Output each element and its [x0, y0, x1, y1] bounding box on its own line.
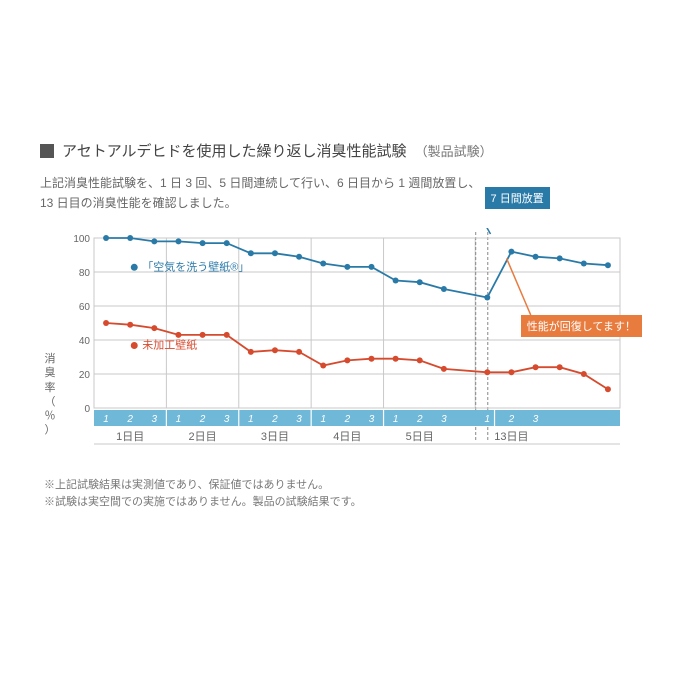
svg-text:1: 1	[176, 414, 182, 425]
svg-text:60: 60	[79, 302, 91, 313]
svg-text:3: 3	[533, 414, 539, 425]
svg-text:1: 1	[393, 414, 399, 425]
svg-text:5日目: 5日目	[406, 431, 434, 443]
svg-text:2: 2	[416, 414, 423, 425]
svg-text:1: 1	[485, 414, 491, 425]
svg-text:2: 2	[508, 414, 515, 425]
title-square-icon	[40, 144, 54, 158]
svg-text:1日目: 1日目	[116, 431, 144, 443]
svg-text:3: 3	[369, 414, 375, 425]
svg-text:80: 80	[79, 268, 91, 279]
svg-text:2: 2	[344, 414, 351, 425]
svg-text:3: 3	[441, 414, 447, 425]
svg-text:1: 1	[103, 414, 109, 425]
title-row: アセトアルデヒドを使用した繰り返し消臭性能試験 （製品試験）	[40, 140, 660, 161]
svg-text:「空気を洗う壁紙®」: 「空気を洗う壁紙®」	[142, 259, 249, 273]
svg-text:未加工壁紙: 未加工壁紙	[142, 337, 197, 351]
svg-text:100: 100	[73, 234, 90, 245]
footnotes: ※上記試験結果は実測値であり、保証値ではありません。※試験は実空間での実施ではあ…	[44, 477, 660, 512]
callout-right: 性能が回復してます！	[521, 315, 642, 337]
svg-text:1: 1	[320, 414, 326, 425]
callout-top: 7 日間放置	[485, 187, 550, 209]
svg-text:4日目: 4日目	[333, 431, 361, 443]
title-sub: （製品試験）	[415, 141, 493, 160]
svg-text:1: 1	[248, 414, 254, 425]
svg-text:2: 2	[271, 414, 278, 425]
svg-text:2日目: 2日目	[189, 431, 217, 443]
svg-text:20: 20	[79, 370, 91, 381]
chart-container: 消臭率（％） 0204060801001231日目1232日目1233日目123…	[70, 228, 660, 463]
y-axis-label: 消臭率（％）	[40, 352, 60, 438]
svg-text:13日目: 13日目	[494, 431, 528, 443]
svg-text:3日目: 3日目	[261, 431, 289, 443]
svg-text:2: 2	[126, 414, 133, 425]
svg-text:0: 0	[84, 404, 90, 415]
svg-text:3: 3	[224, 414, 230, 425]
svg-text:3: 3	[296, 414, 302, 425]
svg-text:3: 3	[152, 414, 158, 425]
svg-text:40: 40	[79, 336, 91, 347]
description: 上記消臭性能試験を、1 日 3 回、5 日間連続して行い、6 日目から 1 週間…	[40, 173, 660, 214]
svg-text:2: 2	[199, 414, 206, 425]
title-main: アセトアルデヒドを使用した繰り返し消臭性能試験	[62, 140, 407, 161]
line-chart: 0204060801001231日目1232日目1233日目1234日目1235…	[70, 228, 630, 458]
